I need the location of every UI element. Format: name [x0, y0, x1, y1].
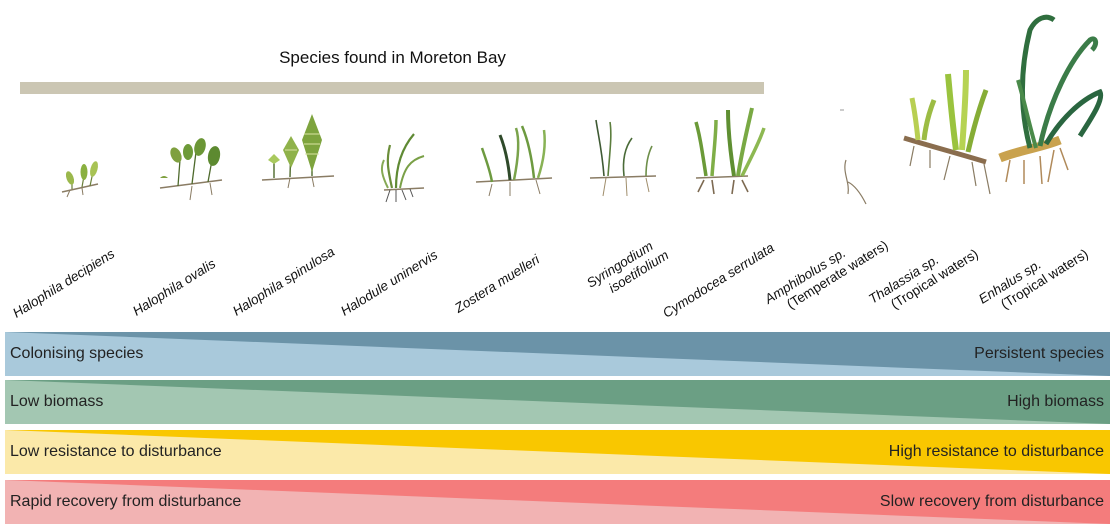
band-wedge [5, 380, 1110, 424]
moreton-bay-title: Species found in Moreton Bay [279, 48, 506, 67]
halophila-ovalis-icon [159, 138, 223, 201]
trait-band: Rapid recovery from disturbance Slow reco… [5, 480, 1110, 524]
zostera-muelleri-icon [475, 125, 553, 197]
band-right-label: High biomass [1007, 393, 1104, 410]
species-illustrations [61, 14, 1104, 205]
band-right-label: Persistent species [974, 345, 1104, 362]
band-wedge [5, 430, 1110, 474]
halodule-uninervis-icon [380, 133, 425, 203]
band-left-label: Low biomass [10, 393, 104, 410]
band-wedge [5, 332, 1110, 376]
band-wedge [5, 480, 1110, 524]
band-right-label: Slow recovery from disturbance [879, 493, 1104, 510]
amphibolus-icon [840, 109, 867, 205]
halophila-decipiens-icon [61, 161, 99, 198]
halophila-spinulosa-icon [261, 114, 335, 189]
trait-band: Colonising species Persistent species [5, 332, 1110, 376]
trait-band: Low resistance to disturbance High resist… [5, 430, 1110, 474]
trait-band: Low biomass High biomass [5, 380, 1110, 424]
enhalus-icon [998, 14, 1104, 185]
syringodium-icon [589, 119, 657, 197]
band-right-label: High resistance to disturbance [888, 443, 1104, 460]
thalassia-icon [903, 69, 991, 195]
moreton-bay-bar [20, 82, 764, 94]
band-left-label: Low resistance to disturbance [10, 443, 222, 460]
band-left-label: Colonising species [10, 345, 144, 362]
cymodocea-serrulata-icon [694, 107, 766, 195]
band-left-label: Rapid recovery from disturbance [10, 493, 242, 510]
